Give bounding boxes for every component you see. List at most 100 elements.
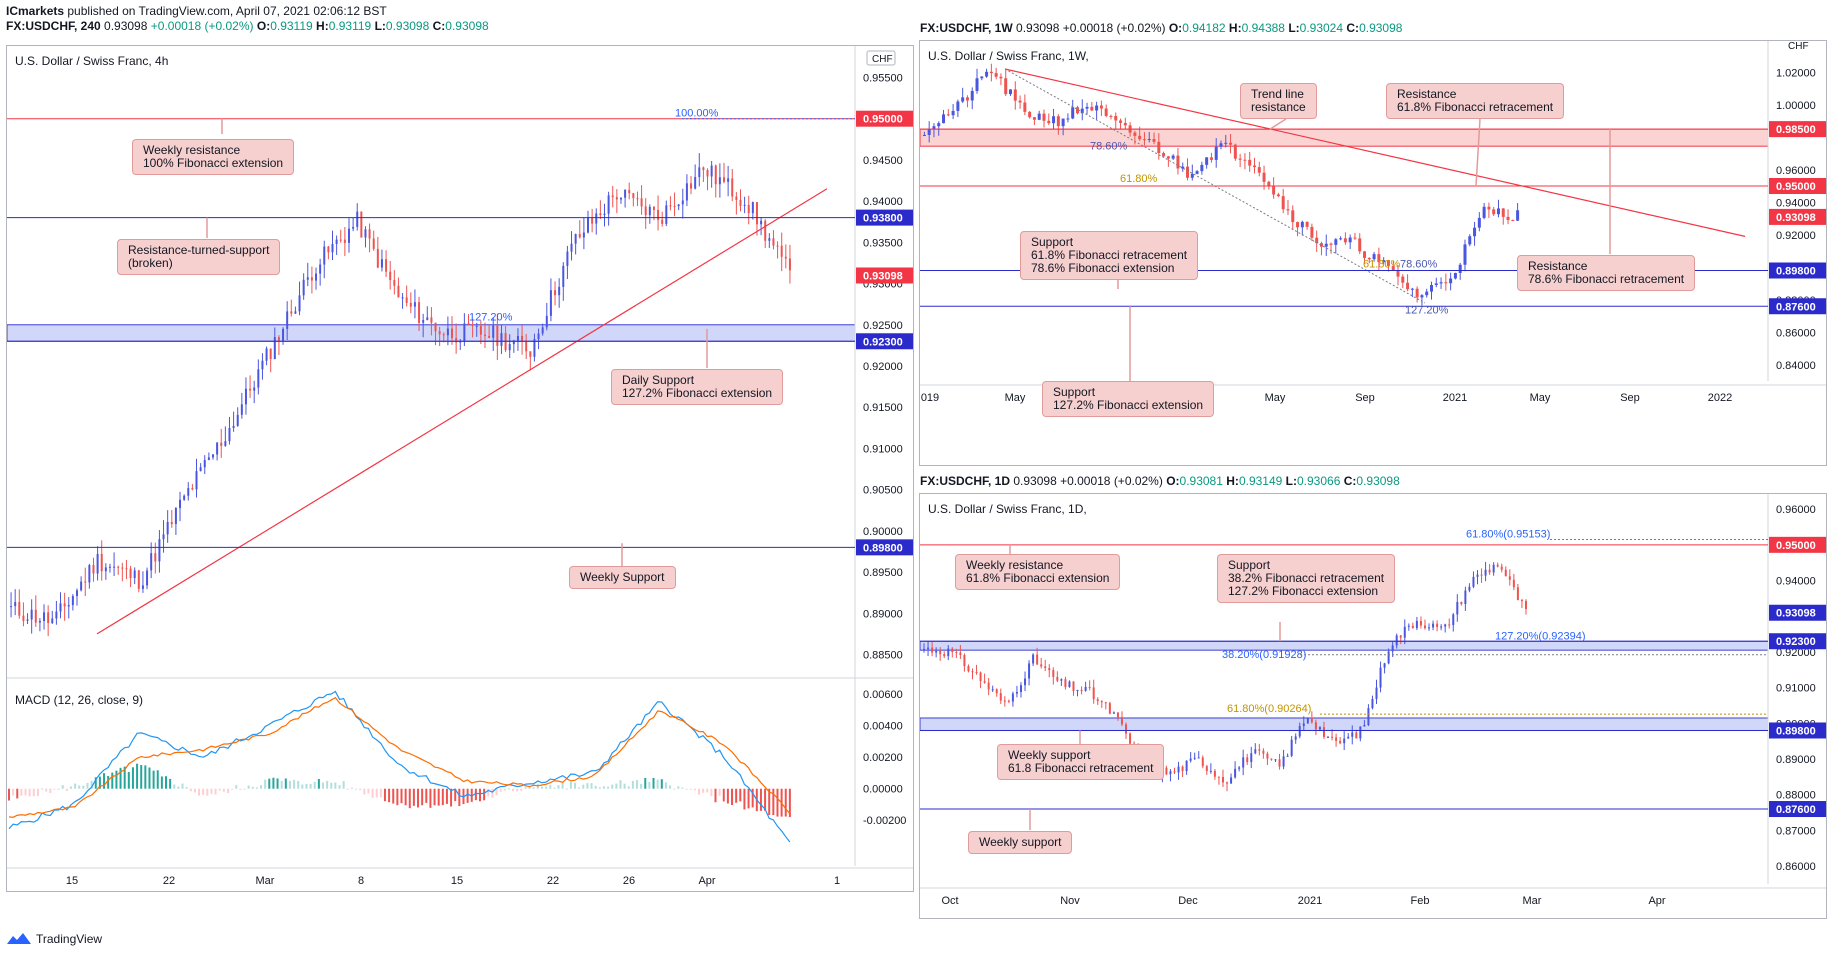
d1-chart-panel[interactable]: 0.960000.940000.920000.910000.900000.890… <box>919 493 1827 919</box>
h4-macd-histogram-bar <box>214 788 217 795</box>
d1-price-tick: 0.92000 <box>1776 647 1816 659</box>
w1-last: 0.93098 <box>1016 21 1060 35</box>
w1-chart-panel[interactable]: CHF 1.02000 1.00000 0.96000 0.94000 0.92000 0.… <box>919 40 1827 466</box>
h4-macd-histogram-bar <box>131 767 134 789</box>
ann-line: 127.2% Fibonacci extension <box>622 386 773 400</box>
w1-fib-label: 78.60% <box>1400 258 1438 270</box>
h4-macd-histogram-bar <box>507 788 510 790</box>
w1-annotation-resistance-618[interactable]: Resistance 61.8% Fibonacci retracement <box>1386 83 1565 119</box>
h4-l-label: L: <box>374 19 386 33</box>
w1-currency-label: CHF <box>1788 41 1809 52</box>
h4-annotation-daily-support[interactable]: Daily Support 127.2% Fibonacci extension <box>611 369 784 405</box>
d1-annotation-weekly-support[interactable]: Weekly support <box>968 831 1073 854</box>
w1-chart-svg[interactable]: CHF 1.02000 1.00000 0.96000 0.94000 0.92000 0.… <box>920 41 1827 466</box>
w1-annotation-resistance-786[interactable]: Resistance 78.6% Fibonacci retracement <box>1517 255 1696 291</box>
ann-line: (broken) <box>128 256 173 270</box>
h4-macd-histogram-bar <box>660 779 663 789</box>
w1-candle <box>1348 237 1352 243</box>
h4-annotation-resistance-turned-support[interactable]: Resistance-turned-support (broken) <box>117 239 281 275</box>
w1-candle <box>1262 172 1266 182</box>
d1-candle <box>1262 750 1265 754</box>
h4-candle <box>558 286 561 296</box>
h4-candle <box>751 202 754 214</box>
w1-annotation-trend-line[interactable]: Trend line resistance <box>1240 83 1317 119</box>
h4-chart-svg[interactable]: CHF 0.95500 0.95000 0.94500 0.94000 0.93500 0.… <box>7 46 914 892</box>
h4-level-label: 0.95000 <box>863 114 903 126</box>
d1-candle <box>1036 654 1039 665</box>
h4-candle <box>784 256 787 259</box>
h4-annotation-weekly-support[interactable]: Weekly Support <box>569 566 676 589</box>
h4-currency-badge <box>866 50 896 66</box>
d1-annotation-support-382[interactable]: Support 38.2% Fibonacci retracement 127.… <box>1217 554 1396 603</box>
d1-candle <box>1100 701 1103 703</box>
h4-price-tick: 0.92500 <box>863 320 903 332</box>
d1-annotation-weekly-resistance[interactable]: Weekly resistance 61.8% Fibonacci extens… <box>955 554 1121 590</box>
h4-macd-histogram-bar <box>631 780 634 789</box>
d1-candle <box>923 648 926 650</box>
d1-candle <box>1351 732 1354 737</box>
ann-line: Resistance-turned-support <box>128 243 270 257</box>
h4-macd-histogram-bar <box>598 787 601 789</box>
w1-candle <box>1009 89 1013 95</box>
h4-macd-histogram-bar <box>107 775 110 789</box>
d1-candle <box>1226 782 1229 784</box>
d1-candle <box>1201 757 1204 767</box>
h4-candle <box>401 297 404 299</box>
d1-time-tick: Mar <box>1523 895 1542 907</box>
h4-candle <box>755 202 758 225</box>
d1-candle <box>995 689 998 694</box>
h4-chart-panel[interactable]: CHF 0.95500 0.95000 0.94500 0.94000 0.93500 0.… <box>6 45 914 892</box>
w1-candle <box>1056 116 1060 127</box>
d1-candle <box>1104 702 1107 704</box>
h4-candle <box>772 238 775 246</box>
d1-candle <box>1246 757 1249 763</box>
h4-candle <box>587 217 590 233</box>
h4-candle <box>570 243 573 252</box>
h4-macd-histogram-bar <box>594 785 597 789</box>
h4-candle <box>624 189 627 198</box>
h4-candle <box>599 213 602 216</box>
d1-candle <box>1003 700 1006 702</box>
h4-macd-histogram-bar <box>61 785 64 789</box>
w1-candle <box>975 78 979 91</box>
h4-macd-histogram-bar <box>528 786 531 789</box>
h4-candle <box>603 213 606 216</box>
d1-candle <box>1088 686 1091 688</box>
h4-macd-histogram-bar <box>697 788 700 795</box>
published-text: published on TradingView.com, April 07, … <box>67 4 387 18</box>
h4-macd-histogram-bar <box>94 777 97 789</box>
d1-annotation-weekly-support-618[interactable]: Weekly support 61.8 Fibonacci retracemen… <box>997 744 1165 780</box>
d1-candle <box>1096 699 1099 702</box>
d1-level-tag <box>1769 722 1826 739</box>
h4-candle <box>385 259 388 272</box>
w1-candle <box>1214 146 1218 160</box>
d1-candle <box>1395 635 1398 646</box>
h4-candle <box>380 259 383 268</box>
w1-candle <box>961 97 965 102</box>
h4-macd-histogram-bar <box>330 782 333 789</box>
h4-candle <box>681 200 684 205</box>
h4-candle <box>96 553 99 574</box>
w1-annotation-support-618[interactable]: Support 61.8% Fibonacci retracement 78.6… <box>1020 231 1199 280</box>
h4-candle <box>615 197 618 200</box>
tradingview-logo[interactable]: TradingView <box>6 932 102 946</box>
w1-level-tag <box>1769 178 1826 194</box>
h4-candle <box>483 334 486 336</box>
w1-annotation-support-1272[interactable]: Support 127.2% Fibonacci extension <box>1042 381 1215 417</box>
h4-macd-histogram-bar <box>313 781 316 789</box>
d1-candle <box>1169 771 1172 775</box>
h4-annotation-weekly-resistance[interactable]: Weekly resistance 100% Fibonacci extensi… <box>132 139 295 175</box>
h4-candle <box>768 238 771 241</box>
h4-candle <box>166 521 169 535</box>
d1-candle <box>983 681 986 683</box>
h4-level-tag <box>856 209 913 226</box>
d1-candle <box>1411 625 1414 629</box>
h4-macd-histogram-bar <box>627 786 630 789</box>
h4-candle <box>442 334 445 336</box>
h4-macd-histogram-bar <box>441 788 444 806</box>
h4-candle <box>591 217 594 224</box>
h4-candle <box>203 459 206 468</box>
h4-candle <box>249 388 252 391</box>
d1-chart-svg[interactable]: 0.960000.940000.920000.910000.900000.890… <box>920 494 1827 919</box>
h4-candle <box>718 177 721 185</box>
